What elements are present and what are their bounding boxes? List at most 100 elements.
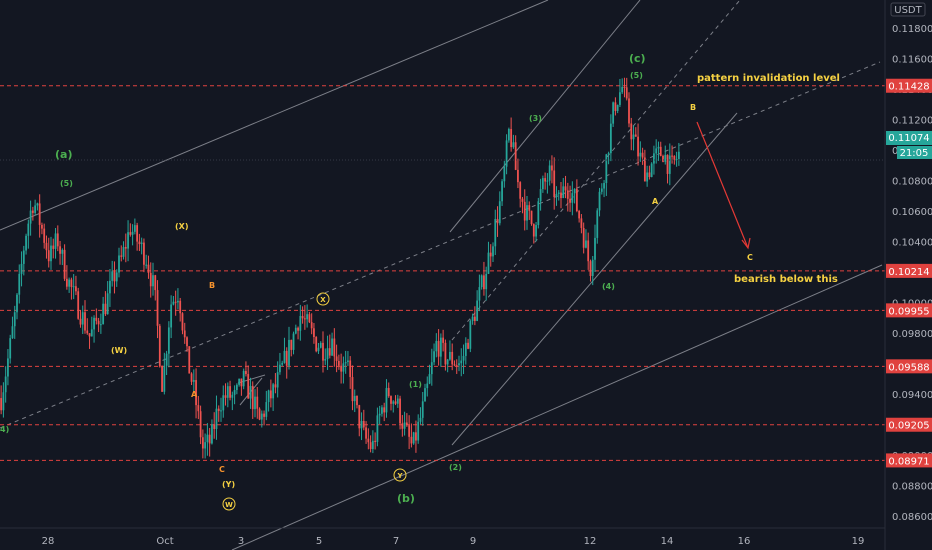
- candle-body: [589, 261, 592, 276]
- candle-body: [383, 407, 386, 413]
- candle-body: [120, 255, 123, 257]
- candle-body: [206, 434, 209, 443]
- candle-body: [308, 314, 311, 323]
- candle-body: [77, 291, 80, 319]
- candle-body: [344, 362, 347, 364]
- candle-body: [569, 198, 571, 203]
- candle-body: [464, 342, 467, 356]
- candle-body: [54, 233, 57, 249]
- candle-body: [430, 362, 433, 375]
- candle-body: [269, 390, 272, 399]
- candle-body: [417, 421, 420, 441]
- candle-body: [122, 247, 125, 257]
- dashed-parallel-line: [451, 0, 741, 341]
- candle-body: [646, 172, 649, 182]
- wave-label-4: (4): [602, 282, 615, 291]
- candle-body: [378, 413, 381, 416]
- candle-body: [419, 417, 422, 422]
- candle-body: [84, 312, 86, 331]
- time-axis[interactable]: 28 Oct 3 5 7 9 12 14 16 19: [42, 536, 865, 547]
- candle-body: [582, 227, 585, 248]
- candle-body: [390, 396, 392, 404]
- candle-body: [458, 363, 460, 366]
- level-tag: [886, 303, 932, 318]
- candle-body: [326, 348, 329, 360]
- candle-body: [56, 233, 59, 247]
- candle-body: [405, 422, 408, 426]
- candle-body: [181, 313, 184, 331]
- candle-body: [249, 385, 252, 399]
- level-labels: 0.11428 0.10214 0.09955 0.09588 0.09205 0.089…: [886, 78, 932, 468]
- candle-body: [4, 376, 7, 393]
- candle-body: [628, 98, 630, 124]
- currency-badge[interactable]: [890, 2, 926, 17]
- candle-body: [174, 301, 177, 303]
- candle-body: [254, 396, 256, 410]
- time-tick-label: 9: [470, 536, 476, 547]
- candle-body: [133, 225, 136, 232]
- candle-body: [451, 351, 454, 365]
- candle-body: [412, 432, 415, 444]
- candle-body: [18, 273, 21, 295]
- candle-body: [260, 413, 263, 420]
- candle-body: [655, 148, 658, 154]
- candle-body: [322, 342, 324, 361]
- level-tag: [886, 78, 932, 93]
- price-tick-label: 0.11600: [892, 55, 932, 66]
- candle-body: [483, 275, 485, 290]
- candle-body: [485, 273, 488, 290]
- candle-body: [95, 317, 98, 321]
- candle-body: [369, 442, 372, 449]
- candle-body: [557, 192, 560, 194]
- candle-body: [7, 358, 9, 377]
- candle-body: [335, 356, 338, 361]
- candle-body: [109, 280, 111, 294]
- candle-body: [371, 440, 374, 449]
- candle-body: [498, 201, 501, 224]
- candle-body: [50, 245, 52, 262]
- wave-circle-w: [222, 497, 236, 511]
- wave-label-a-small: A: [191, 390, 198, 399]
- candle-body: [591, 259, 594, 276]
- candle-body: [265, 402, 268, 417]
- candle-body: [537, 201, 540, 226]
- candle-body: [496, 218, 499, 224]
- candle-body: [52, 245, 55, 249]
- candle-body: [31, 210, 34, 213]
- candle-body: [460, 360, 463, 364]
- price-tick-label: 0.09400: [892, 390, 932, 401]
- wave-label-c-right: C: [747, 253, 753, 262]
- candle-body: [598, 191, 601, 211]
- time-tick-label: 12: [584, 536, 597, 547]
- countdown-value: 21:05: [900, 148, 929, 159]
- candle-body: [147, 264, 150, 273]
- candle-body: [204, 442, 207, 449]
- candle-body: [183, 330, 186, 338]
- candle-body: [621, 86, 624, 93]
- wave-label-5: (5): [630, 71, 643, 80]
- candle-body: [317, 347, 320, 352]
- candle-body: [47, 250, 50, 262]
- candle-body: [580, 218, 583, 228]
- candle-body: [22, 250, 25, 264]
- candle-body: [421, 401, 424, 418]
- candle-body: [106, 293, 109, 315]
- candle-body: [36, 203, 39, 206]
- candle-body: [45, 242, 48, 251]
- candle-body: [517, 169, 519, 183]
- candle-body: [381, 407, 383, 414]
- candle-body: [578, 211, 581, 219]
- triangle-line-1: [237, 374, 266, 384]
- candle-body: [167, 327, 170, 354]
- candle-body: [356, 395, 358, 406]
- time-tick-label: 3: [238, 536, 244, 547]
- candle-body: [555, 193, 558, 197]
- candle-body: [403, 422, 406, 429]
- candle-body: [365, 427, 367, 439]
- candle-body: [70, 279, 73, 287]
- candle-body: [424, 388, 426, 402]
- candle-body: [337, 360, 340, 366]
- candle-body: [585, 240, 587, 248]
- candle-body: [677, 151, 680, 159]
